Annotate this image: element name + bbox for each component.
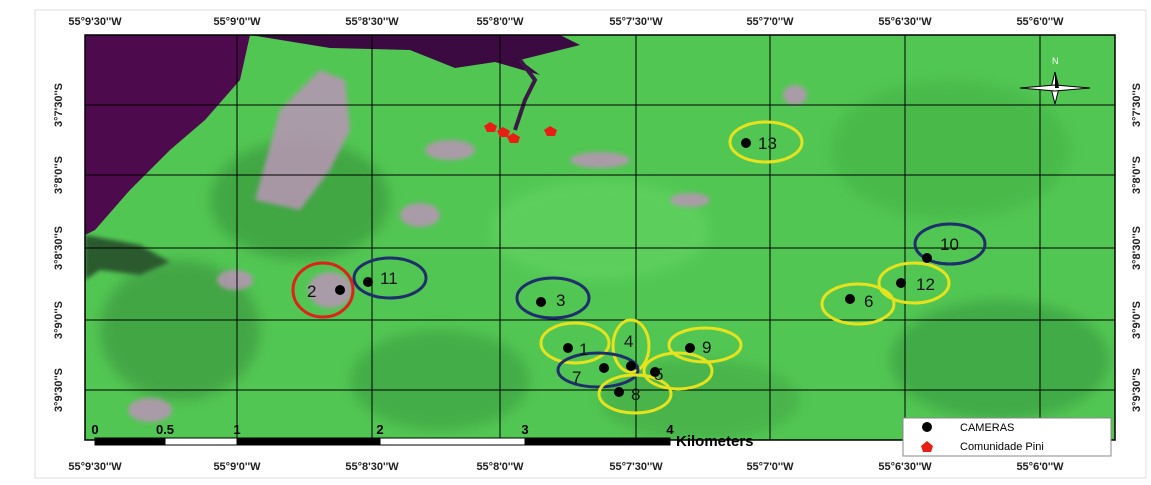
legend-camera-symbol xyxy=(922,422,932,432)
camera-point xyxy=(563,343,573,353)
camera-label: 4 xyxy=(624,332,633,351)
camera-label: 5 xyxy=(654,365,663,384)
camera-point xyxy=(335,285,345,295)
camera-point xyxy=(626,361,636,371)
north-label: N xyxy=(1052,56,1059,66)
longitude-label: 55°8'30''W xyxy=(345,16,399,28)
camera-label: 13 xyxy=(758,134,777,153)
longitude-label: 55°7'30''W xyxy=(609,461,663,473)
longitude-label: 55°7'30''W xyxy=(609,16,663,28)
camera-label: 6 xyxy=(864,292,873,311)
scale-label: 1 xyxy=(233,422,240,437)
latitude-label: 3°7'30''S xyxy=(1131,83,1143,127)
camera-point xyxy=(922,253,932,263)
camera-point xyxy=(599,363,609,373)
latitude-label: 3°8'30''S xyxy=(1131,226,1143,270)
scale-label: 0 xyxy=(91,422,98,437)
scale-segment xyxy=(95,438,165,445)
scale-segment xyxy=(165,438,237,445)
longitude-label: 55°9'0''W xyxy=(213,461,261,473)
longitude-label: 55°9'0''W xyxy=(213,16,261,28)
camera-label: 1 xyxy=(579,340,588,359)
longitude-label: 55°6'30''W xyxy=(878,461,932,473)
scale-label: 4 xyxy=(666,422,674,437)
longitude-label: 55°8'0''W xyxy=(476,16,524,28)
satellite-image xyxy=(85,35,1115,440)
latitude-label: 3°9'0''S xyxy=(53,301,65,339)
longitude-label: 55°8'0''W xyxy=(476,461,524,473)
scale-label: 2 xyxy=(376,422,383,437)
camera-label: 9 xyxy=(702,338,711,357)
camera-label: 12 xyxy=(916,275,935,294)
longitude-label: 55°8'30''W xyxy=(345,461,399,473)
camera-point xyxy=(896,278,906,288)
legend-label: Comunidade Pini xyxy=(960,441,1044,453)
camera-point xyxy=(363,277,373,287)
camera-point xyxy=(741,138,751,148)
camera-label: 10 xyxy=(940,235,959,254)
legend-label: CAMERAS xyxy=(960,422,1014,434)
legend: CAMERAS Comunidade Pini xyxy=(903,418,1111,456)
camera-label: 3 xyxy=(556,291,565,310)
longitude-label: 55°6'0''W xyxy=(1016,461,1064,473)
camera-point xyxy=(845,294,855,304)
camera-label: 2 xyxy=(307,282,316,301)
longitude-label: 55°7'0''W xyxy=(746,461,794,473)
longitude-label: 55°6'0''W xyxy=(1016,16,1064,28)
scale-segment xyxy=(380,438,525,445)
map: 55°9'30''W55°9'30''W55°9'0''W55°9'0''W55… xyxy=(0,0,1151,485)
latitude-label: 3°7'30''S xyxy=(53,83,65,127)
camera-label: 7 xyxy=(572,368,581,387)
latitude-label: 3°9'30''S xyxy=(53,368,65,412)
latitude-label: 3°9'30''S xyxy=(1131,368,1143,412)
scale-label: 0.5 xyxy=(156,422,174,437)
scale-segment xyxy=(525,438,670,445)
longitude-label: 55°9'30''W xyxy=(68,461,122,473)
latitude-label: 3°9'0''S xyxy=(1131,301,1143,339)
camera-label: 11 xyxy=(380,269,398,288)
latitude-label: 3°8'0''S xyxy=(53,156,65,194)
camera-point xyxy=(536,297,546,307)
latitude-label: 3°8'0''S xyxy=(1131,156,1143,194)
scale-unit: Kilometers xyxy=(676,433,754,450)
page: 55°9'30''W55°9'30''W55°9'0''W55°9'0''W55… xyxy=(0,0,1151,485)
longitude-label: 55°6'30''W xyxy=(878,16,932,28)
scale-label: 3 xyxy=(521,422,528,437)
scale-segment xyxy=(237,438,380,445)
camera-point xyxy=(685,343,695,353)
longitude-label: 55°7'0''W xyxy=(746,16,794,28)
latitude-label: 3°8'30''S xyxy=(53,226,65,270)
camera-point xyxy=(614,387,624,397)
longitude-label: 55°9'30''W xyxy=(68,16,122,28)
camera-label: 8 xyxy=(631,385,640,404)
